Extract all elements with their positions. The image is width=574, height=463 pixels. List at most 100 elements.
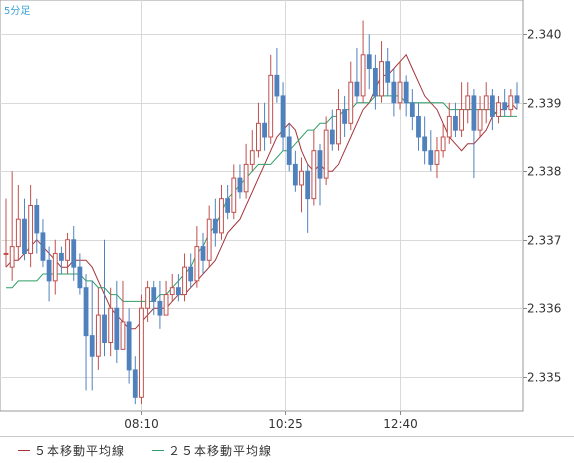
candle-body [483,95,489,111]
candle-body [434,150,440,165]
candle-body [231,177,237,213]
candle-body [249,150,255,165]
x-tick-label: 08:10 [124,417,159,431]
y-tick-label: 2.339 [527,97,561,111]
candle-body [95,314,101,357]
candle-body [372,68,378,97]
candle-body [175,287,181,296]
candle-body [3,252,9,255]
legend-item-ma25: ２５本移動平均線 [152,442,272,459]
timeframe-label: 5分足 [4,6,31,17]
candlestick-chart: 2.335 2.336 2.337 2.338 2.339 2.340 08:10 10:25… [0,0,561,431]
candle-body [102,314,107,344]
candle-body [9,246,15,268]
candle-body [366,54,372,69]
candle-body [397,81,403,104]
y-tick-label: 2.338 [527,165,561,179]
candle-body [342,109,348,124]
candle-body [465,95,471,111]
candle-body [360,54,366,97]
candle-body [416,115,421,138]
candle-body [237,177,243,193]
candle-body [329,129,335,145]
candle-body [280,95,286,138]
y-tick-label: 2.336 [527,302,561,316]
candle-body [151,287,157,302]
candle-body [440,136,446,152]
candle-body [206,218,212,261]
x-tick-label: 10:25 [268,417,303,431]
candle-body [22,218,27,254]
candle-body [108,307,114,343]
candle-body [34,205,40,234]
candle-body [305,170,311,200]
candle-body [453,115,458,131]
candle-body [502,102,508,111]
legend: ５本移動平均線 ２５本移動平均線 [0,436,574,463]
candle-body [89,335,95,357]
candle-body [496,102,501,117]
candle-body [292,163,298,186]
legend-item-ma5: ５本移動平均線 [18,442,125,459]
candle-body [59,252,64,261]
candle-body [145,287,151,309]
candle-body [348,81,354,124]
legend-swatch-ma5 [18,450,30,451]
candle-body [299,170,304,186]
candle-body [225,198,231,213]
candle-body [194,246,200,282]
plot-area [0,0,524,412]
candle-body [274,74,280,97]
candle-body [379,61,384,97]
series-line-ma5 [5,53,518,330]
legend-swatch-ma25 [152,450,164,451]
candle-body [52,252,58,282]
candle-body [182,266,187,296]
candle-body [28,205,34,254]
candle-body [71,239,77,268]
y-tick-label: 2.340 [527,28,561,42]
candle-body [126,321,132,371]
candle-body [77,266,83,289]
candle-body [169,287,175,296]
candle-body [120,321,126,350]
candle-body [46,259,52,282]
candle-body [114,307,120,350]
candle-body [317,150,323,179]
candle-body [262,122,267,138]
candle-body [243,163,249,193]
candle-body [323,129,329,179]
candle-body [268,74,274,138]
candle-body [446,115,452,138]
series-line-ma25 [6,95,517,302]
candle-body [489,95,495,117]
legend-label-ma5: ５本移動平均線 [34,444,126,458]
x-tick-label: 12:40 [383,417,418,431]
candle-body [403,81,409,104]
candle-body [256,122,261,152]
candle-body [40,232,46,261]
candle-body [286,136,292,165]
candle-body [385,61,391,83]
candle-body [471,95,477,131]
candle-body [15,218,21,248]
candle-body [163,294,169,316]
candle-body [514,95,520,104]
candle-body [391,81,397,104]
candle-body [409,102,415,117]
candle-body [83,287,89,337]
candle-body [65,239,70,261]
candle-body [354,81,360,97]
candle-body [422,136,428,152]
candle-body [311,150,317,200]
candle-body [200,246,206,261]
candle-body [188,266,194,282]
candle-body [139,307,144,398]
legend-label-ma25: ２５本移動平均線 [168,444,273,458]
candle-body [212,218,218,234]
candle-body [508,95,514,111]
y-tick-label: 2.337 [527,234,561,248]
candle-body [336,109,341,145]
candle-body [428,150,434,165]
candle-body [219,198,224,234]
